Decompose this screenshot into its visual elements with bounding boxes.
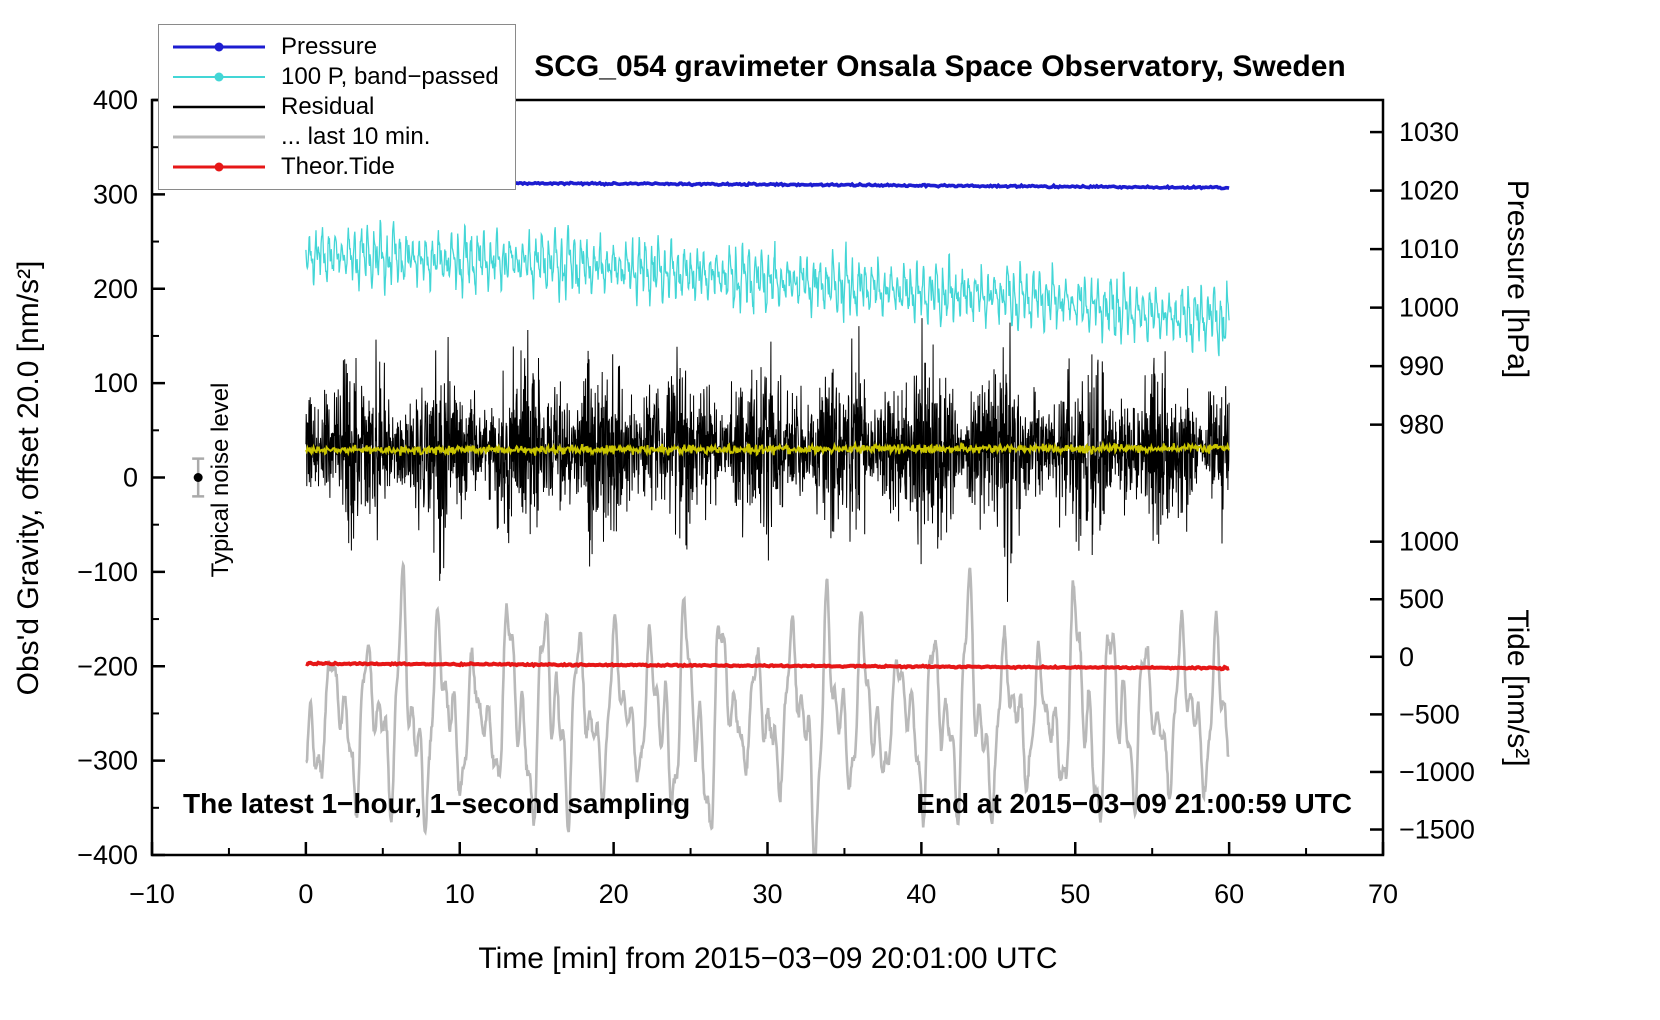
noise-marker-dot xyxy=(193,473,203,482)
legend-marker-4 xyxy=(173,162,265,172)
end-time-annotation: End at 2015−03−09 21:00:59 UTC xyxy=(916,788,1352,819)
legend: Pressure 100 P, band−passed Residual ... la… xyxy=(158,24,516,190)
y-tick-label: 0 xyxy=(123,463,138,493)
legend-label: Pressure xyxy=(281,33,378,60)
sampling-annotation: The latest 1−hour, 1−second sampling xyxy=(183,788,690,819)
legend-marker-1 xyxy=(173,72,265,82)
y-tick-label: −100 xyxy=(77,557,138,587)
chart-series-layer xyxy=(305,178,1231,855)
legend-item: 100 P, band−passed xyxy=(169,63,499,91)
legend-item: Pressure xyxy=(169,33,499,61)
legend-dot xyxy=(214,162,224,172)
series-last-10-min xyxy=(305,560,1230,855)
legend-marker-0 xyxy=(173,42,265,52)
series-residual xyxy=(305,318,1230,602)
pressure-tick-label: 980 xyxy=(1399,410,1444,440)
legend-label: ... last 10 min. xyxy=(281,123,431,150)
legend-item: Theor.Tide xyxy=(169,153,499,181)
legend-marker-3 xyxy=(173,135,265,139)
series-theor-tide xyxy=(305,660,1230,672)
y-tick-label: 400 xyxy=(93,85,138,115)
pressure-tick-label: 1030 xyxy=(1399,117,1459,147)
y-tick-label: −200 xyxy=(77,651,138,681)
legend-item: Residual xyxy=(169,93,499,121)
x-tick-label: 10 xyxy=(445,879,475,909)
x-tick-label: −10 xyxy=(129,879,175,909)
pressure-tick-label: 1010 xyxy=(1399,234,1459,264)
x-tick-label: 50 xyxy=(1060,879,1090,909)
legend-label: Residual xyxy=(281,93,375,120)
legend-marker-2 xyxy=(173,105,265,109)
legend-dot xyxy=(214,42,224,52)
tide-tick-label: −1000 xyxy=(1399,757,1475,787)
noise-level-marker xyxy=(192,457,205,498)
y-tick-label: −400 xyxy=(77,840,138,870)
y-tick-label: 300 xyxy=(93,179,138,209)
y-tick-label: 200 xyxy=(93,274,138,304)
x-tick-label: 60 xyxy=(1214,879,1244,909)
legend-label: 100 P, band−passed xyxy=(281,63,499,90)
y-tick-label: 100 xyxy=(93,368,138,398)
x-tick-label: 40 xyxy=(906,879,936,909)
x-axis-label: Time [min] from 2015−03−09 20:01:00 UTC xyxy=(478,942,1057,975)
pressure-tick-label: 1000 xyxy=(1399,293,1459,323)
noise-level-label: Typical noise level xyxy=(207,383,234,578)
pressure-tick-label: 990 xyxy=(1399,351,1444,381)
legend-label: Theor.Tide xyxy=(281,153,395,180)
legend-item: ... last 10 min. xyxy=(169,123,499,151)
pressure-tick-label: 1020 xyxy=(1399,176,1459,206)
left-y-axis-label: Obs'd Gravity, offset 20.0 [nm/s²] xyxy=(12,261,45,696)
pressure-axis-label: Pressure [hPa] xyxy=(1501,180,1534,378)
x-tick-label: 30 xyxy=(752,879,782,909)
tide-tick-label: 0 xyxy=(1399,642,1414,672)
tide-tick-label: −1500 xyxy=(1399,815,1475,845)
tide-axis-label: Tide [nm/s²] xyxy=(1501,609,1534,766)
tide-tick-label: 500 xyxy=(1399,584,1444,614)
x-tick-label: 70 xyxy=(1368,879,1398,909)
y-tick-label: −300 xyxy=(77,746,138,776)
x-tick-label: 0 xyxy=(298,879,313,909)
legend-dot xyxy=(214,72,224,82)
tide-tick-label: 1000 xyxy=(1399,527,1459,557)
series-band-passed-pressure xyxy=(305,219,1230,357)
chart-ticks-layer: −10 0 10 20 30 40 50 60 704003002001000−100−200−… xyxy=(77,85,1475,909)
tide-tick-label: −500 xyxy=(1399,699,1460,729)
chart-title: SCG_054 gravimeter Onsala Space Observat… xyxy=(534,50,1346,83)
series-residual-filtered xyxy=(305,440,1231,457)
x-tick-label: 20 xyxy=(599,879,629,909)
